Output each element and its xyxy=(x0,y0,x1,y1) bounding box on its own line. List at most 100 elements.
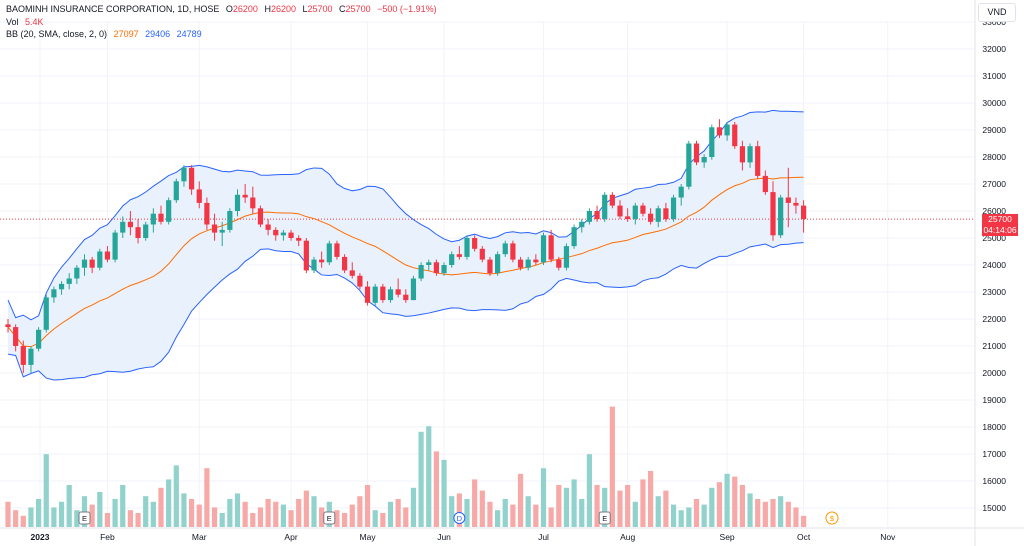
candle-body xyxy=(648,213,654,222)
candle-body xyxy=(755,146,761,176)
price-tick-label: 28000 xyxy=(982,152,1006,162)
candle-body xyxy=(479,248,485,260)
price-tick-label: 27000 xyxy=(982,179,1006,189)
price-tick-label: 23000 xyxy=(982,287,1006,297)
bb-fill xyxy=(8,110,804,380)
candle-body xyxy=(219,229,225,233)
candle-body xyxy=(342,256,348,271)
candle-body xyxy=(793,202,799,206)
candle-body xyxy=(395,289,401,295)
candle-body xyxy=(770,192,776,236)
volume-bar xyxy=(265,499,271,527)
currency-button[interactable]: VND xyxy=(978,3,1016,22)
volume-bar xyxy=(319,507,325,527)
price-tick-label: 18000 xyxy=(982,422,1006,432)
price-tick-label: 19000 xyxy=(982,395,1006,405)
volume-bar xyxy=(387,501,394,527)
candle-body xyxy=(173,181,179,201)
candle-body xyxy=(5,324,11,328)
split-label: $ xyxy=(830,514,835,523)
price-tick-label: 33000 xyxy=(982,17,1006,27)
volume-bar xyxy=(204,468,210,527)
volume-bar xyxy=(418,431,424,527)
volume-bar xyxy=(43,454,49,527)
volume-bar xyxy=(617,490,623,527)
volume-bar xyxy=(135,513,141,527)
earnings-marker[interactable]: E xyxy=(323,511,336,525)
candle-body xyxy=(104,251,111,260)
symbol-legend: BAOMINH INSURANCE CORPORATION, 1D, HOSE … xyxy=(6,3,441,15)
volume-bar xyxy=(739,485,745,527)
candle-body xyxy=(364,286,371,303)
volume-bar xyxy=(219,513,225,527)
candle-body xyxy=(724,124,730,136)
earnings-box xyxy=(323,511,336,525)
candle-body xyxy=(785,197,791,203)
event-label: D xyxy=(457,514,463,523)
earnings-marker[interactable]: E xyxy=(78,511,91,525)
candle-body xyxy=(319,259,325,263)
candle-body xyxy=(525,259,531,268)
volume-bar xyxy=(380,513,386,527)
time-tick-label: Oct xyxy=(797,532,811,542)
candle-body xyxy=(594,211,600,220)
candle-body xyxy=(449,254,455,265)
volume-bar xyxy=(13,510,19,527)
candle-body xyxy=(36,329,42,349)
price-tick-label: 30000 xyxy=(982,98,1006,108)
symbol-title: BAOMINH INSURANCE CORPORATION, 1D, HOSE xyxy=(6,4,220,14)
price-change: −500 (−1.91%) xyxy=(377,4,437,14)
dividend-marker[interactable]: D xyxy=(453,512,466,524)
candle-body xyxy=(196,189,202,203)
candle-body xyxy=(571,227,577,247)
candle-body xyxy=(89,259,95,268)
volume-bar xyxy=(625,485,631,527)
bb-lower-value: 24789 xyxy=(176,29,202,39)
future-split-marker: $ xyxy=(825,511,839,525)
volume-bar xyxy=(403,507,409,527)
candle-body xyxy=(556,259,562,268)
volume-bar xyxy=(280,504,286,527)
candle-body xyxy=(166,200,172,222)
candle-body xyxy=(135,227,141,238)
volume-bar xyxy=(663,490,669,527)
volume-bar xyxy=(127,510,133,527)
candle-body xyxy=(81,259,88,268)
volume-bar xyxy=(97,492,103,527)
candle-body xyxy=(303,240,309,271)
volume-bar xyxy=(479,490,485,527)
volume-bar xyxy=(701,504,707,527)
volume-bar xyxy=(778,496,784,527)
volume-bar xyxy=(112,499,118,527)
volume-bar xyxy=(709,487,715,527)
candle-body xyxy=(418,265,424,279)
volume-bar xyxy=(502,499,508,527)
candle-body xyxy=(58,283,65,290)
volume-bar xyxy=(433,451,439,527)
volume-bar xyxy=(181,493,187,527)
candle-body xyxy=(265,224,271,230)
time-tick-label: Feb xyxy=(100,532,115,542)
volume-bar xyxy=(655,496,661,527)
volume-bar xyxy=(364,485,371,527)
time-tick-label: May xyxy=(360,532,377,542)
volume-bar xyxy=(150,501,156,527)
earnings-box xyxy=(78,511,91,525)
earnings-marker[interactable]: E xyxy=(598,511,611,525)
volume-bar xyxy=(288,510,294,527)
candle-body xyxy=(43,297,49,330)
volume-bar xyxy=(487,501,493,527)
volume-bar xyxy=(464,499,470,527)
candle-body xyxy=(678,186,684,198)
candle-body xyxy=(510,243,516,260)
volume-bar xyxy=(648,471,654,527)
event-label: E xyxy=(82,514,87,523)
bb-upper-line xyxy=(7,109,804,321)
volume-bar xyxy=(303,490,309,527)
candle-body xyxy=(517,259,524,268)
volume-bar xyxy=(785,501,791,527)
candle-body xyxy=(602,194,608,220)
ohlc-close: C25700 xyxy=(339,4,371,14)
price-tick-label: 32000 xyxy=(982,44,1006,54)
